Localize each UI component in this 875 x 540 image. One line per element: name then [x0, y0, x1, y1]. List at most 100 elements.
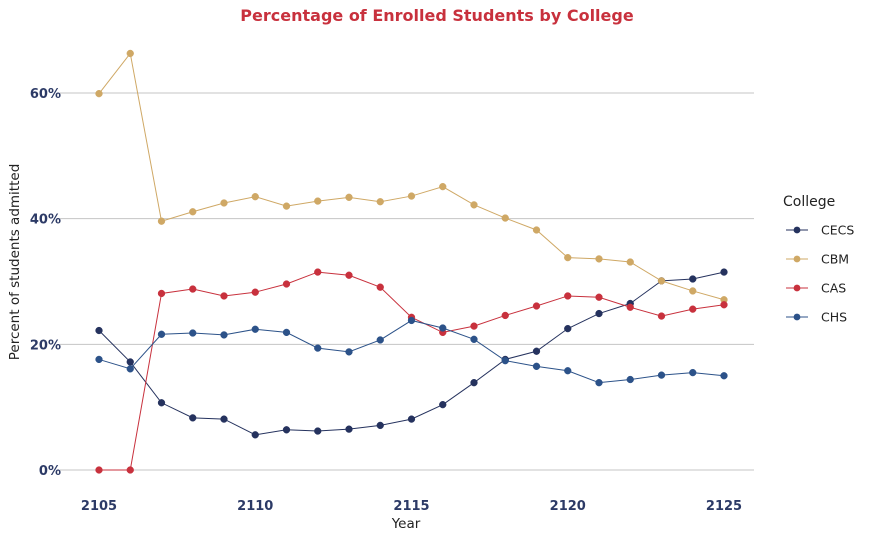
legend-item-cbm: CBM [786, 252, 849, 267]
data-point-cbm [532, 226, 541, 234]
x-axis-label: Year [391, 516, 421, 532]
data-point-cas [626, 303, 634, 311]
data-point-chs [314, 344, 322, 352]
data-point-chs [157, 330, 166, 338]
legend-swatch-marker [793, 226, 801, 234]
x-tick-label: 2120 [550, 499, 586, 514]
data-point-cecs [376, 421, 384, 430]
data-point-cecs [439, 401, 447, 409]
data-point-cecs [532, 347, 541, 355]
data-point-cbm [345, 193, 353, 201]
legend-title: College [783, 194, 835, 210]
data-point-cbm [439, 182, 447, 191]
data-point-chs [282, 328, 291, 337]
y-axis-label: Percent of students admitted [7, 164, 23, 361]
legend-label: CHS [821, 310, 847, 325]
data-point-chs [189, 329, 197, 337]
data-point-chs [595, 379, 603, 387]
x-axis-ticks: 2105 2110 2115 2120 2125 [81, 499, 742, 514]
data-point-chs [470, 335, 478, 343]
data-point-cecs [314, 427, 322, 435]
data-point-cecs [220, 415, 228, 423]
legend-item-chs: CHS [786, 310, 847, 325]
series-chs [95, 316, 728, 387]
data-point-cbm [626, 258, 634, 266]
y-tick-label: 60% [30, 87, 61, 102]
data-point-cas [376, 283, 384, 291]
y-tick-label: 20% [30, 338, 61, 353]
data-point-cbm [657, 277, 666, 285]
data-point-cbm [282, 202, 291, 210]
series-cecs [95, 268, 728, 439]
data-point-chs [501, 357, 509, 365]
data-point-cas [470, 322, 478, 330]
data-point-chs [126, 365, 134, 373]
legend-label: CBM [821, 252, 849, 267]
data-point-cecs [157, 399, 166, 407]
gridlines [60, 92, 754, 471]
data-point-cbm [564, 253, 572, 262]
data-point-cbm [126, 49, 134, 58]
data-point-cbm [689, 287, 697, 295]
data-point-cbm [595, 255, 603, 263]
x-tick-label: 2115 [393, 499, 429, 514]
legend-label: CAS [821, 281, 846, 296]
legend-swatch-marker [793, 255, 801, 263]
legend-swatch-marker [793, 313, 801, 321]
data-point-cas [689, 305, 697, 313]
data-point-cecs [126, 358, 134, 366]
data-point-chs [626, 375, 634, 384]
data-point-cbm [501, 214, 509, 222]
data-point-cas [314, 268, 322, 276]
y-tick-label: 40% [30, 213, 61, 228]
data-point-cas [345, 271, 353, 279]
series-layer [95, 49, 728, 474]
data-point-cas [564, 292, 572, 300]
chart-title: Percentage of Enrolled Students by Colle… [240, 6, 634, 25]
data-point-cecs [407, 415, 416, 423]
data-point-cecs [95, 326, 103, 335]
series-cbm [95, 49, 728, 304]
data-point-cecs [189, 414, 197, 422]
data-point-cas [189, 285, 197, 293]
data-point-chs [439, 324, 447, 332]
data-point-cbm [470, 201, 478, 209]
series-cas [95, 268, 728, 474]
legend-label: CECS [821, 223, 854, 238]
data-point-chs [220, 331, 228, 339]
data-point-cbm [189, 208, 197, 216]
data-point-cecs [689, 275, 697, 283]
data-point-chs [689, 368, 697, 377]
data-point-chs [657, 371, 666, 379]
data-point-chs [564, 367, 572, 375]
legend-item-cecs: CECS [786, 223, 854, 238]
data-point-cecs [345, 425, 353, 433]
data-point-cecs [720, 268, 728, 276]
x-tick-label: 2110 [237, 499, 273, 514]
data-point-chs [720, 372, 728, 380]
data-point-cecs [470, 379, 478, 387]
data-point-cas [220, 292, 228, 300]
data-point-cas [501, 311, 509, 320]
data-point-cbm [157, 217, 166, 225]
data-point-chs [345, 348, 353, 356]
data-point-cas [95, 466, 103, 474]
data-point-cbm [95, 89, 103, 98]
legend: College CECS CBM CAS CHS [783, 194, 854, 325]
y-tick-label: 0% [39, 464, 61, 479]
data-point-cbm [251, 193, 259, 201]
legend-item-cas: CAS [786, 281, 846, 296]
x-tick-label: 2125 [706, 499, 742, 514]
data-point-cbm [314, 197, 322, 205]
series-line-cecs [98, 271, 725, 436]
data-point-cbm [376, 198, 384, 206]
data-point-cbm [407, 192, 416, 200]
data-point-cas [595, 293, 603, 301]
data-point-cas [126, 466, 134, 474]
data-point-cas [282, 280, 291, 288]
x-tick-label: 2105 [81, 499, 117, 514]
data-point-cas [157, 289, 166, 298]
data-point-chs [95, 355, 103, 364]
data-point-cecs [282, 426, 291, 434]
